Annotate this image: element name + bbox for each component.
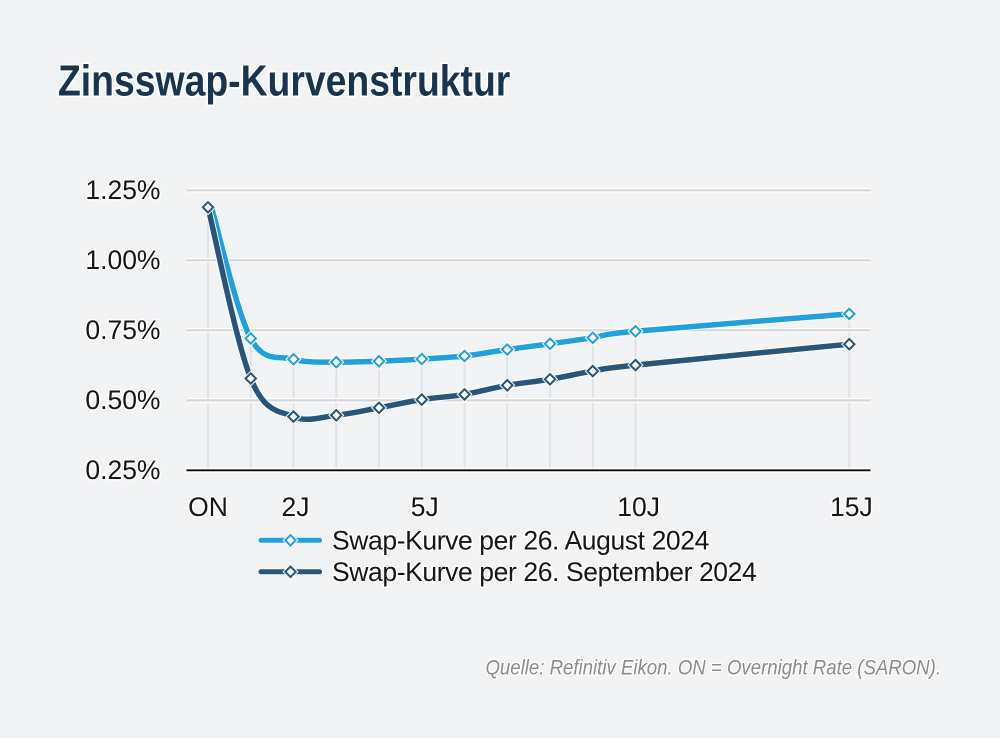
- svg-text:0.50%: 0.50%: [85, 385, 160, 415]
- svg-text:2J: 2J: [282, 492, 310, 522]
- svg-text:Quelle: Refinitiv Eikon. ON =: Quelle: Refinitiv Eikon. ON = Overnight …: [485, 657, 941, 680]
- svg-text:0.25%: 0.25%: [85, 455, 160, 485]
- svg-text:5J: 5J: [411, 492, 439, 522]
- svg-text:ON: ON: [188, 492, 228, 522]
- svg-text:1.25%: 1.25%: [85, 175, 160, 205]
- svg-text:10J: 10J: [617, 492, 660, 522]
- svg-text:1.00%: 1.00%: [85, 245, 160, 275]
- svg-text:Zinsswap-Kurvenstruktur: Zinsswap-Kurvenstruktur: [58, 56, 510, 106]
- svg-text:15J: 15J: [830, 492, 873, 522]
- svg-text:0.75%: 0.75%: [85, 315, 160, 345]
- svg-text:Swap-Kurve per 26. August 2024: Swap-Kurve per 26. August 2024: [332, 526, 709, 556]
- svg-text:Swap-Kurve per 26. September 2: Swap-Kurve per 26. September 2024: [332, 557, 756, 587]
